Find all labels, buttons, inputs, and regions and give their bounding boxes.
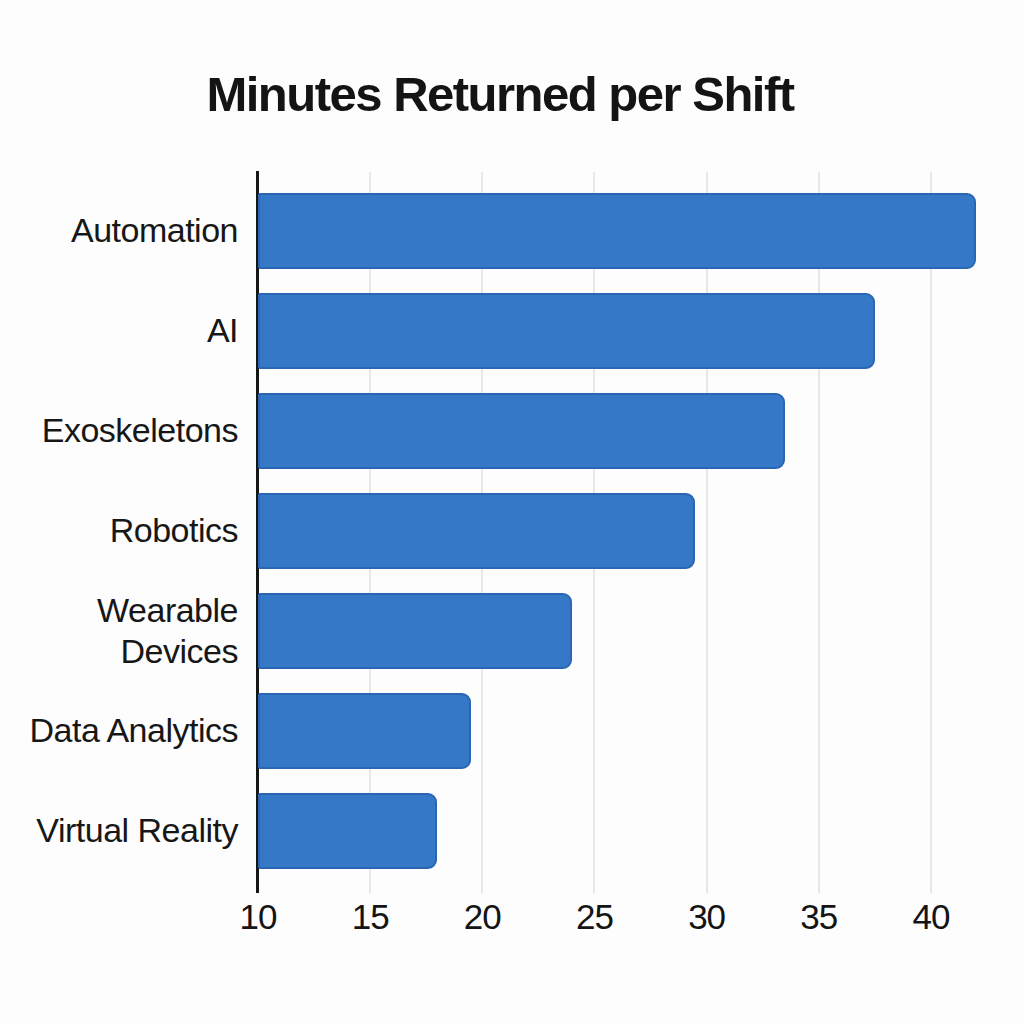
y-axis-label-virtual-reality: Virtual Reality [0, 789, 238, 873]
bar-automation [258, 193, 976, 269]
bar-virtual-reality [258, 793, 437, 869]
bar-ai [258, 293, 875, 369]
bar-wearable-devices [258, 593, 572, 669]
y-axis-label-exoskeletons: Exoskeletons [0, 389, 238, 473]
gridline-x-35 [818, 172, 820, 893]
x-tick-label-15: 15 [352, 897, 389, 937]
y-axis-label-robotics: Robotics [0, 489, 238, 573]
bar-robotics [258, 493, 695, 569]
x-tick-label-30: 30 [688, 897, 725, 937]
x-tick-label-40: 40 [912, 897, 949, 937]
x-tick-label-35: 35 [800, 897, 837, 937]
gridline-x-30 [706, 172, 708, 893]
y-axis-label-automation: Automation [0, 189, 238, 273]
gridline-x-40 [930, 172, 932, 893]
bar-exoskeletons [258, 393, 785, 469]
x-tick-label-20: 20 [464, 897, 501, 937]
y-axis-label-ai: AI [0, 289, 238, 373]
bar-data-analytics [258, 693, 471, 769]
x-tick-label-10: 10 [240, 897, 277, 937]
plot-area: Automation AI Exoskeletons Robotics Wearable… [0, 0, 1024, 1024]
y-axis-label-wearable-devices: Wearable Devices [0, 589, 238, 673]
x-tick-label-25: 25 [576, 897, 613, 937]
y-axis-label-data-analytics: Data Analytics [0, 689, 238, 773]
